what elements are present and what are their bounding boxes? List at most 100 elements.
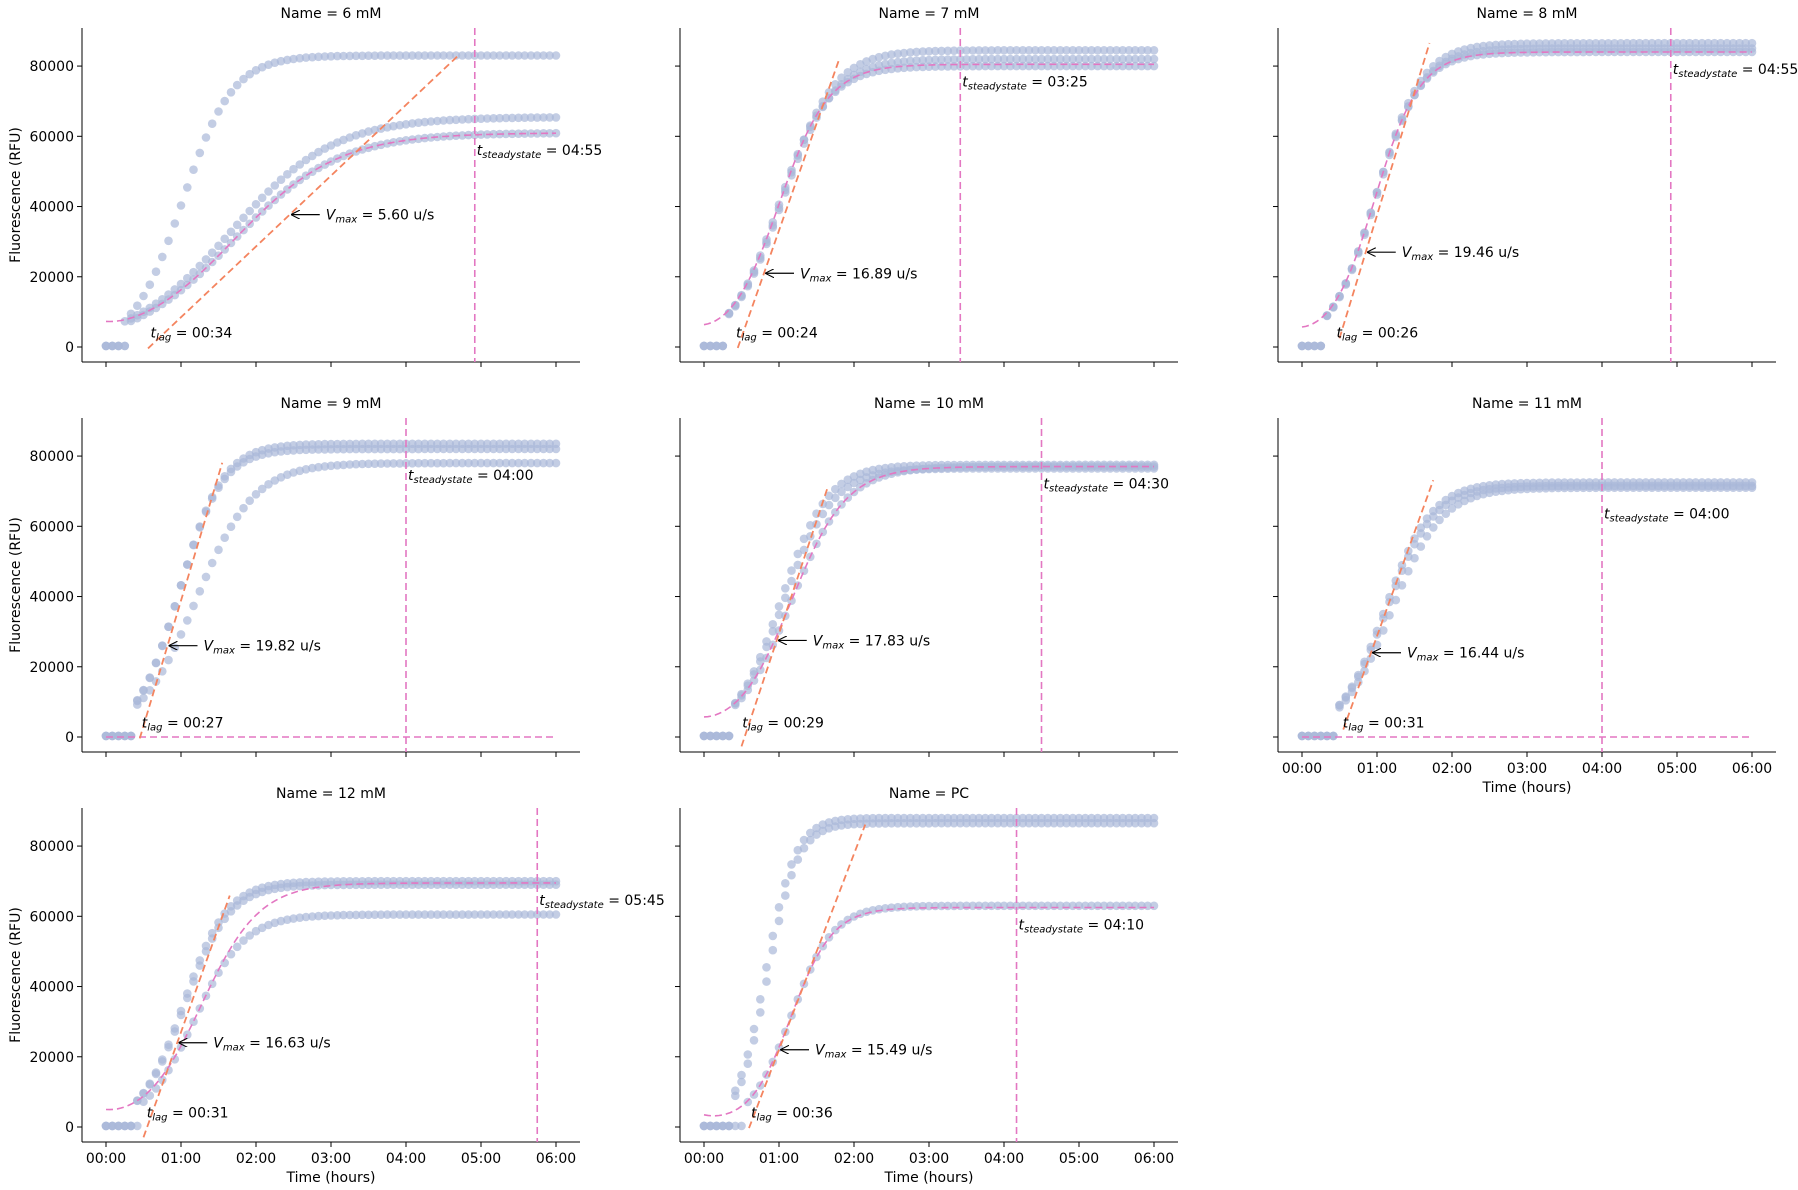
data-point [1572, 483, 1582, 493]
data-point [793, 549, 803, 559]
data-point [1037, 818, 1046, 828]
data-point [762, 977, 771, 986]
data-point [787, 596, 796, 605]
data-point [1416, 542, 1426, 551]
data-point [1112, 462, 1121, 471]
data-point [495, 113, 505, 123]
data-point [743, 1050, 753, 1059]
data-point [532, 910, 542, 919]
data-point [201, 572, 211, 582]
subplot-6: Name = 11 mM 00:00 01:00 02:00 03:00 04:00 05:… [1273, 396, 1776, 796]
data-point [314, 147, 323, 157]
data-point [1143, 46, 1152, 55]
data-point [1329, 731, 1338, 741]
data-point [1031, 818, 1040, 828]
subplot-title: Name = PC [889, 786, 969, 802]
data-point [1579, 47, 1588, 57]
tlag-annotation: tlag = 00:36 [751, 1106, 833, 1124]
data-point [232, 942, 242, 952]
replicate-2 [699, 54, 1159, 351]
data-point [1741, 483, 1750, 493]
data-point [899, 57, 909, 66]
x-tick-label: 00:00 [86, 1151, 126, 1167]
data-point [545, 51, 554, 60]
data-point [1056, 818, 1065, 828]
x-tick-label: 03:00 [909, 1151, 949, 1167]
data-point [1722, 47, 1732, 57]
data-point [195, 148, 205, 158]
data-point [464, 114, 473, 124]
data-point [545, 910, 554, 919]
data-point [495, 458, 505, 468]
data-point [176, 201, 186, 210]
data-point [1422, 519, 1432, 529]
data-point [949, 463, 959, 472]
data-point [1535, 484, 1544, 493]
data-point [339, 444, 348, 454]
data-point [476, 114, 486, 123]
data-point [351, 51, 361, 61]
steadystate-annotation: tsteadystate = 03:25 [962, 74, 1088, 92]
data-point [924, 47, 934, 56]
x-tick-label: 03:00 [1507, 761, 1547, 777]
data-point [787, 860, 796, 869]
data-point [401, 136, 411, 145]
data-point [999, 818, 1009, 828]
data-point [320, 911, 330, 920]
data-point [482, 458, 492, 468]
data-point [439, 444, 448, 454]
y-tick-label: 80000 [29, 59, 74, 75]
data-point [1710, 47, 1719, 57]
data-point [1660, 483, 1669, 493]
replicate-1 [699, 460, 1159, 741]
vmax-annotation: Vmax = 19.46 u/s [1402, 245, 1519, 263]
data-point [1316, 341, 1326, 351]
data-point [445, 444, 455, 454]
data-point [276, 447, 286, 456]
data-point [314, 462, 323, 472]
data-point [383, 910, 392, 919]
data-point [301, 445, 311, 455]
data-point [1124, 462, 1134, 471]
steadystate-annotation: tsteadystate = 04:55 [1673, 62, 1798, 80]
data-point [781, 891, 790, 900]
data-point [799, 835, 809, 845]
data-point [718, 731, 728, 741]
data-point [464, 51, 473, 60]
data-point [345, 910, 355, 920]
data-point [1137, 818, 1146, 828]
data-point [433, 444, 442, 454]
data-point [1341, 696, 1351, 705]
data-point [831, 493, 840, 503]
vmax-annotation: Vmax = 5.60 u/s [326, 208, 435, 226]
data-point [232, 462, 242, 471]
data-point [145, 280, 155, 290]
x-axis-label: Time (hours) [1482, 780, 1572, 796]
data-point [551, 51, 561, 60]
data-point [743, 1097, 753, 1107]
vmax-annotation: Vmax = 19.82 u/s [204, 639, 321, 657]
data-point [214, 968, 223, 977]
data-point [239, 503, 248, 513]
data-point [943, 818, 953, 828]
data-point [257, 484, 267, 494]
data-point [974, 54, 984, 64]
subplot-title: Name = 9 mM [280, 396, 381, 412]
data-point [1081, 54, 1090, 64]
data-point [539, 910, 548, 919]
data-point [1024, 54, 1034, 64]
data-point [139, 686, 148, 695]
data-point [120, 731, 130, 741]
data-point [389, 459, 398, 468]
vmax-line [736, 59, 840, 349]
data-point [762, 235, 771, 244]
data-point [145, 1080, 155, 1089]
data-point [376, 880, 386, 889]
data-point [183, 560, 192, 569]
data-point [1049, 54, 1059, 64]
data-point [1379, 626, 1388, 635]
data-point [837, 487, 846, 497]
data-point [401, 120, 411, 129]
data-point [101, 341, 111, 351]
data-point [1735, 47, 1744, 57]
